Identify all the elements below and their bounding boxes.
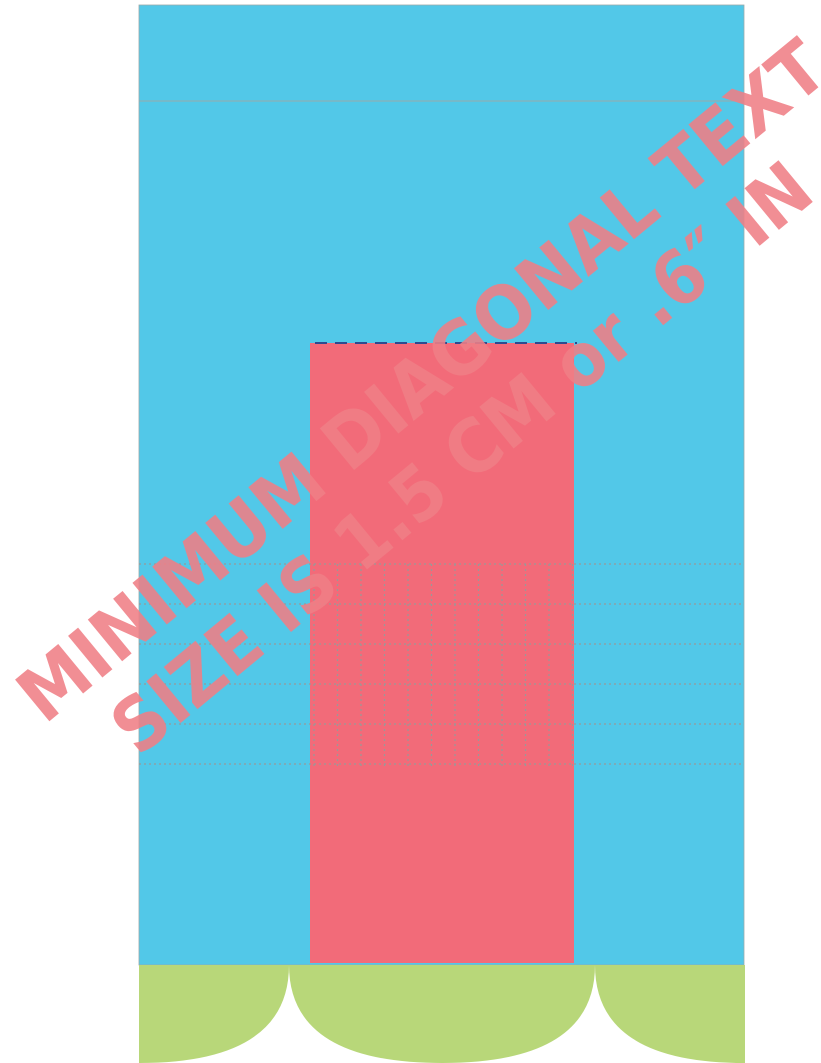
flap-right [595,965,745,1063]
window [310,343,574,963]
flap-left [139,965,289,1063]
flap-middle [289,965,595,1063]
perforations [139,563,744,766]
